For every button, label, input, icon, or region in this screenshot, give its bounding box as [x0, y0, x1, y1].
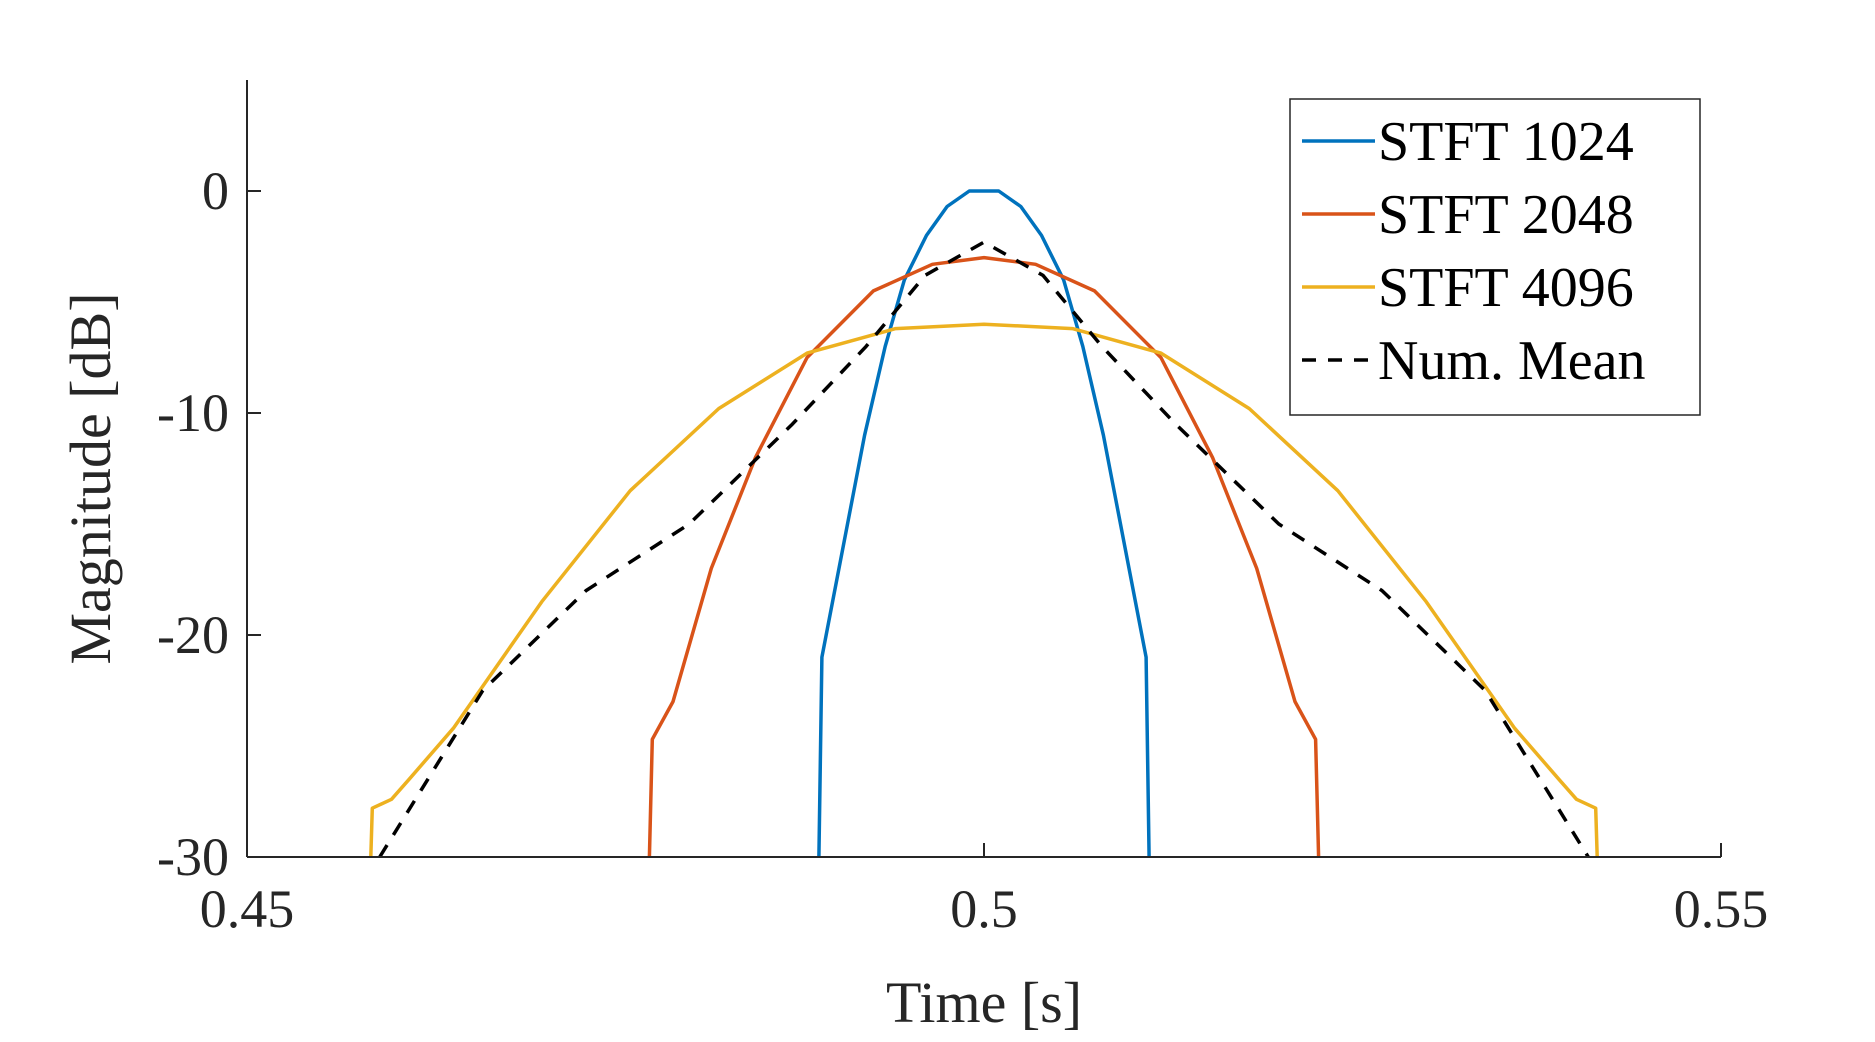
- ticks-layer: 0.45 0.5 0.55 -30 -20 -10 0: [157, 161, 1768, 939]
- series-line-2: [647, 255, 1321, 858]
- x-tick-label: 0.5: [950, 879, 1018, 939]
- legend-label: Num. Mean: [1378, 330, 1646, 392]
- legend-label: STFT 2048: [1378, 184, 1634, 246]
- x-tick-label: 0.45: [200, 879, 295, 939]
- x-axis-label: Time [s]: [886, 970, 1082, 1035]
- series-line-1: [817, 189, 1151, 858]
- y-tick-label: 0: [202, 161, 229, 221]
- x-tick-label: 0.55: [1674, 879, 1769, 939]
- legend-label: STFT 1024: [1378, 111, 1634, 173]
- series-line-4: [378, 240, 1590, 858]
- series-layer: [369, 189, 1599, 858]
- y-axis-label: Magnitude [dB]: [58, 292, 123, 664]
- legend-box: [1289, 98, 1701, 416]
- legend: STFT 1024 STFT 2048 STFT 4096 Num. Mean: [1289, 98, 1701, 416]
- legend-label: STFT 4096: [1378, 257, 1634, 319]
- y-tick-label: -10: [157, 383, 229, 443]
- series-line-3: [369, 322, 1599, 858]
- y-tick-label: -20: [157, 605, 229, 665]
- y-tick-label: -30: [157, 827, 229, 887]
